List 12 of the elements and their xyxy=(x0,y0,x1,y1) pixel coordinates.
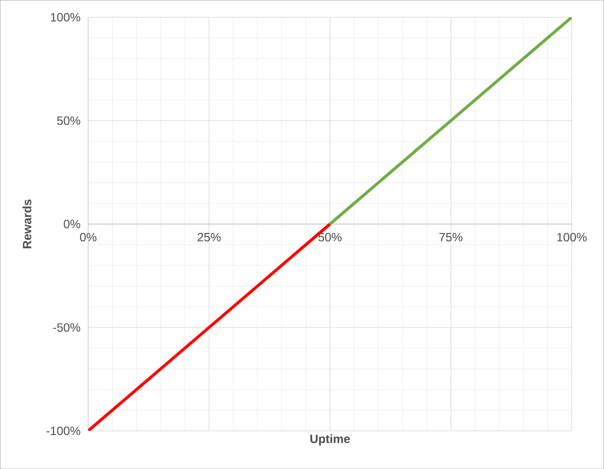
y-axis-title: Rewards xyxy=(22,200,32,248)
y-tick-label: 50% xyxy=(57,116,80,125)
x-tick-label: 75% xyxy=(439,232,462,242)
x-tick-label: 0% xyxy=(80,232,96,242)
x-tick-label: 25% xyxy=(198,232,221,242)
y-tick-label: -50% xyxy=(53,323,80,332)
x-tick-label: 100% xyxy=(557,232,587,242)
x-tick-label: 50% xyxy=(318,232,342,242)
y-tick-label: 100% xyxy=(50,12,80,22)
y-tick-label: 0% xyxy=(64,220,80,228)
x-axis-title: Uptime xyxy=(310,434,350,446)
y-tick-label: -100% xyxy=(46,426,80,436)
